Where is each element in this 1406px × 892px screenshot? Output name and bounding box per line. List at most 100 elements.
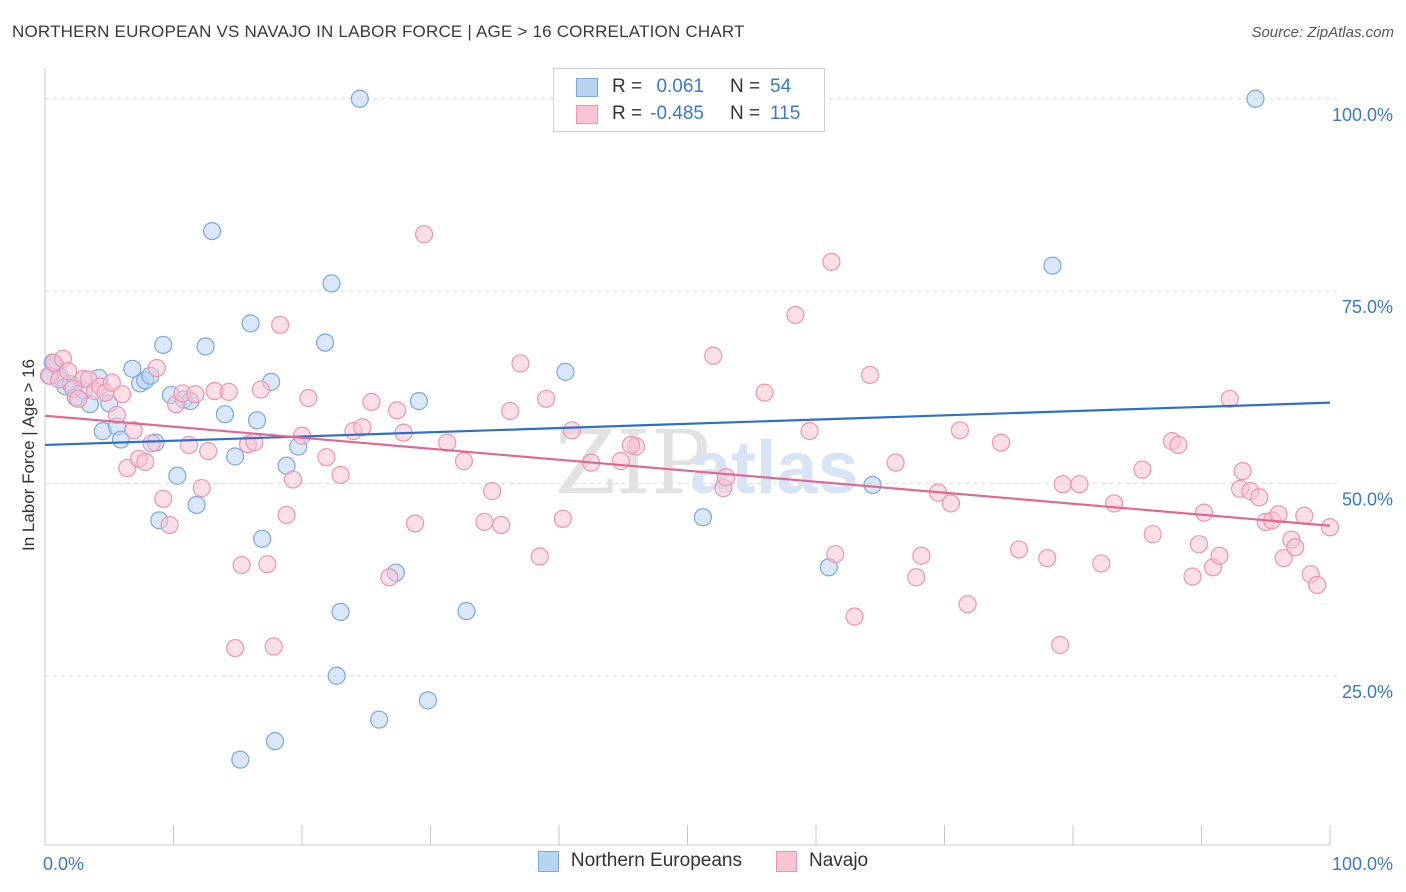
- point-northern-european: [418, 691, 438, 710]
- point-navajo: [912, 546, 931, 565]
- point-northern-european: [215, 405, 234, 424]
- n-label: N =: [730, 76, 761, 97]
- point-navajo: [226, 638, 245, 658]
- point-northern-european: [693, 508, 713, 527]
- point-navajo: [317, 448, 336, 467]
- grid-lines: [45, 98, 1338, 677]
- point-navajo: [1105, 494, 1124, 513]
- point-northern-european: [231, 750, 250, 769]
- point-navajo: [454, 452, 474, 471]
- point-navajo: [299, 388, 318, 408]
- point-navajo: [147, 358, 166, 378]
- series-legend: Northern Europeans Navajo: [0, 850, 1406, 872]
- r-value: -0.485: [650, 103, 704, 124]
- data-points: [39, 89, 1340, 769]
- point-navajo: [251, 380, 270, 399]
- point-northern-european: [331, 602, 350, 622]
- point-northern-european: [196, 337, 215, 356]
- x-tick-label: 100.0%: [1332, 854, 1393, 874]
- point-navajo: [1183, 567, 1202, 586]
- point-navajo: [414, 225, 434, 244]
- point-navajo: [232, 555, 251, 575]
- point-northern-european: [168, 466, 187, 485]
- point-navajo: [845, 607, 864, 626]
- point-navajo: [124, 421, 143, 440]
- point-navajo: [362, 392, 381, 411]
- legend-label: Northern Europeans: [570, 850, 742, 871]
- stats-legend-row-pink: R = -0.485 N = 115: [576, 101, 800, 127]
- y-tick-label: 100.0%: [1332, 105, 1393, 125]
- point-northern-european: [409, 392, 429, 411]
- point-navajo: [755, 383, 774, 402]
- point-navajo: [941, 494, 961, 513]
- point-navajo: [405, 514, 425, 533]
- point-northern-european: [1043, 256, 1062, 275]
- trend-line-navajo: [44, 414, 1331, 527]
- chart-title: NORTHERN EUROPEAN VS NAVAJO IN LABOR FOR…: [12, 22, 745, 41]
- point-northern-european: [316, 333, 335, 352]
- point-navajo: [1233, 462, 1252, 481]
- r-label: R =: [612, 76, 643, 97]
- point-northern-european: [350, 89, 369, 108]
- point-northern-european: [322, 274, 341, 293]
- point-navajo: [553, 509, 572, 528]
- point-northern-european: [253, 529, 272, 548]
- point-navajo: [1210, 546, 1229, 565]
- point-northern-european: [265, 732, 285, 751]
- point-navajo: [1070, 475, 1089, 494]
- trend-lines: [44, 401, 1331, 527]
- source-credit: Source: ZipAtlas.com: [1251, 24, 1394, 41]
- point-navajo: [1308, 575, 1327, 595]
- y-axis-label: In Labor Force | Age > 16: [19, 359, 38, 551]
- legend-item-navajo: Navajo: [775, 850, 869, 872]
- point-navajo: [530, 547, 549, 566]
- point-navajo: [704, 346, 723, 365]
- point-navajo: [537, 389, 556, 408]
- legend-swatch-blue: [537, 850, 559, 872]
- point-navajo: [1274, 548, 1293, 568]
- trend-line-northern-europeans: [44, 401, 1331, 447]
- point-northern-european: [187, 495, 206, 515]
- n-label: N =: [730, 103, 761, 124]
- point-navajo: [277, 505, 296, 525]
- point-navajo: [991, 433, 1011, 452]
- point-navajo: [112, 385, 132, 404]
- point-navajo: [950, 421, 970, 440]
- point-navajo: [186, 385, 205, 404]
- point-navajo: [1053, 475, 1072, 494]
- point-navajo: [1250, 488, 1269, 507]
- legend-swatch-pink: [775, 850, 797, 872]
- point-navajo: [245, 432, 264, 451]
- legend-label: Navajo: [808, 850, 869, 871]
- point-navajo: [611, 452, 630, 471]
- point-navajo: [1169, 435, 1188, 455]
- point-navajo: [1051, 635, 1070, 655]
- axes: [44, 68, 1331, 846]
- point-navajo: [107, 405, 127, 425]
- point-navajo: [475, 512, 494, 531]
- watermark-atlas: atlas: [690, 426, 859, 509]
- point-northern-european: [226, 447, 245, 466]
- point-navajo: [258, 555, 277, 574]
- point-navajo: [1133, 460, 1152, 479]
- point-navajo: [59, 362, 78, 381]
- point-northern-european: [154, 335, 173, 355]
- point-navajo: [800, 422, 819, 441]
- point-navajo: [822, 252, 841, 271]
- point-navajo: [786, 305, 805, 325]
- point-navajo: [492, 515, 511, 535]
- point-navajo: [136, 452, 155, 471]
- point-navajo: [1194, 503, 1214, 522]
- point-navajo: [716, 468, 736, 487]
- point-navajo: [501, 402, 520, 421]
- point-navajo: [1220, 389, 1239, 408]
- point-navajo: [160, 515, 179, 535]
- point-navajo: [511, 354, 530, 373]
- x-tick-label: 0.0%: [43, 854, 84, 874]
- point-northern-european: [202, 221, 222, 241]
- point-navajo: [562, 421, 581, 440]
- point-northern-european: [123, 359, 142, 378]
- point-navajo: [142, 434, 161, 453]
- point-navajo: [283, 470, 303, 489]
